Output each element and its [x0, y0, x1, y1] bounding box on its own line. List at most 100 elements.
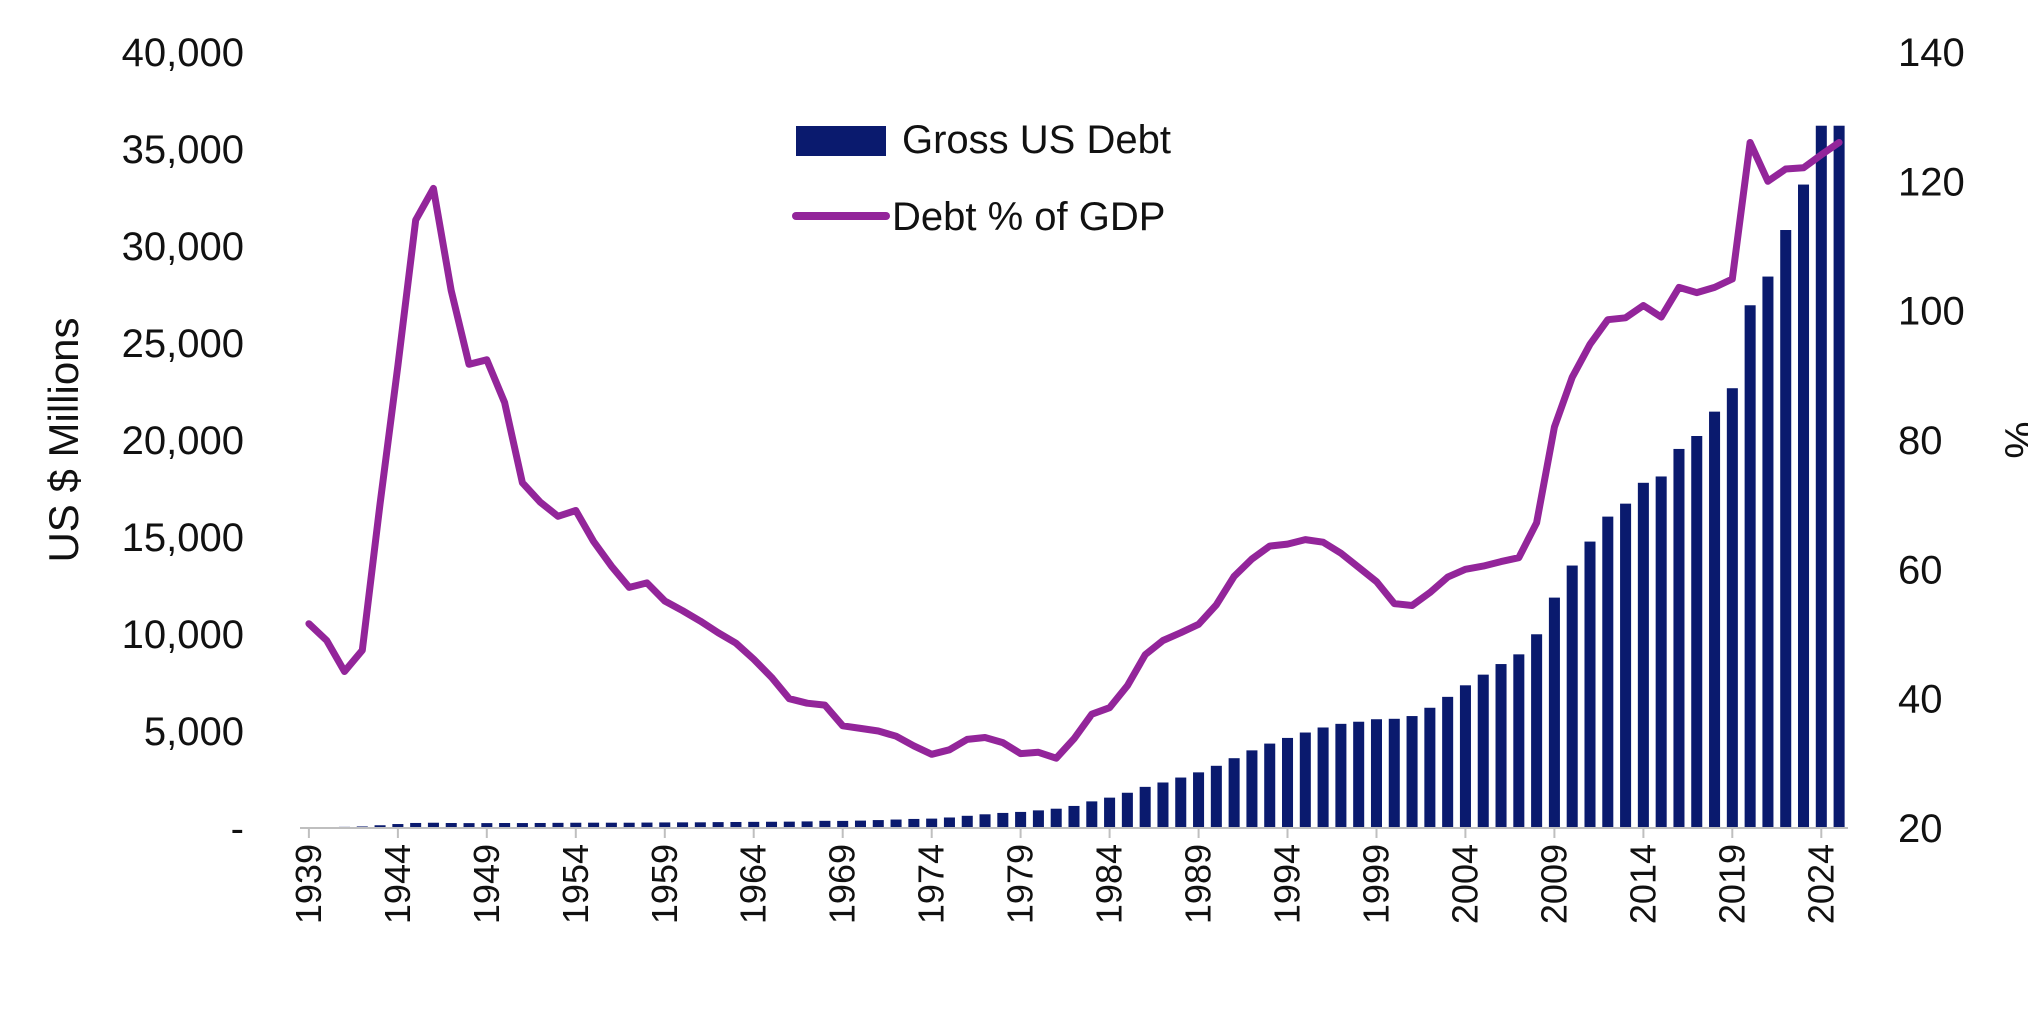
bar-1970	[854, 820, 866, 828]
bar-2008	[1531, 634, 1543, 828]
y-left-tick-label: 35,000	[122, 128, 244, 172]
bar-1944	[392, 824, 404, 828]
bar-1966	[783, 821, 795, 828]
y-left-tick-label: 30,000	[122, 225, 244, 269]
bar-1979	[1015, 811, 1027, 828]
x-tick-label: 2024	[1800, 844, 1841, 924]
bar-1988	[1175, 777, 1187, 828]
bar-1964	[748, 821, 760, 828]
bar-1990	[1210, 765, 1222, 828]
bar-2010	[1566, 565, 1578, 828]
bar-2024	[1815, 125, 1827, 829]
x-tick-label: 2009	[1533, 844, 1574, 924]
legend: Gross US Debt Debt % of GDP	[792, 118, 1171, 239]
x-tick-label: 2014	[1622, 844, 1663, 924]
bar-2021	[1762, 276, 1774, 828]
y-left-tick-label: 15,000	[122, 516, 244, 560]
x-ticks: 1939 1944 1949 1954 1959 1964 1969 1974 1979 1984…	[288, 828, 1841, 924]
bar-1962	[712, 822, 724, 828]
bar-1998	[1353, 721, 1365, 828]
bar-2025	[1833, 125, 1845, 829]
bar-2006	[1495, 664, 1507, 828]
bar-2015	[1655, 476, 1667, 828]
bar-1977	[979, 814, 991, 828]
x-tick-label: 1954	[555, 844, 596, 924]
x-tick-label: 1964	[733, 844, 774, 924]
x-tick-label: 1969	[822, 844, 863, 924]
bar-1956	[605, 822, 617, 828]
y-left-tick-label: 10,000	[122, 613, 244, 657]
bar-1945	[410, 822, 422, 828]
bar-1968	[819, 820, 831, 828]
bar-1963	[730, 821, 742, 828]
bar-1958	[641, 822, 653, 828]
bar-1975	[943, 817, 955, 828]
series-line-debt-pct-gdp	[305, 139, 1843, 762]
bar-2020	[1744, 305, 1756, 828]
y-right-ticks: 20 40 60 80 100 120 140	[1898, 31, 1965, 851]
y-left-tick-label: -	[231, 807, 244, 851]
bar-1954	[570, 822, 582, 828]
y-right-tick-label: 120	[1898, 160, 1965, 204]
x-tick-label: 1979	[1000, 844, 1041, 924]
y-left-tick-label: 5,000	[144, 710, 244, 754]
bar-1994	[1282, 737, 1294, 828]
y-axis-title-right: %	[1996, 421, 2028, 458]
bar-2011	[1584, 541, 1596, 828]
bar-1999	[1370, 719, 1382, 828]
bar-1967	[801, 821, 813, 828]
bar-1989	[1193, 772, 1205, 828]
bar-1997	[1335, 723, 1347, 828]
bar-2009	[1548, 597, 1560, 828]
legend-label-bar: Gross US Debt	[902, 118, 1171, 162]
y-right-tick-label: 140	[1898, 31, 1965, 75]
bar-1980	[1032, 810, 1044, 828]
bar-2018	[1709, 411, 1721, 828]
bar-2019	[1726, 388, 1738, 828]
bar-2004	[1459, 685, 1471, 828]
bar-1991	[1228, 758, 1240, 828]
x-tick-label: 1949	[466, 844, 507, 924]
bar-2003	[1442, 696, 1454, 828]
bar-1953	[552, 822, 564, 828]
bar-1955	[588, 822, 600, 828]
bar-1971	[872, 820, 884, 828]
bar-1993	[1264, 743, 1276, 828]
x-tick-label: 2019	[1711, 844, 1752, 924]
bars-layer	[303, 125, 1845, 829]
bar-1949	[481, 823, 493, 828]
x-tick-label: 1944	[377, 844, 418, 924]
bar-1995	[1299, 732, 1311, 828]
x-tick-label: 1974	[911, 844, 952, 924]
legend-label-line: Debt % of GDP	[892, 195, 1165, 239]
bar-1996	[1317, 727, 1329, 828]
bar-2001	[1406, 716, 1418, 828]
bar-1982	[1068, 805, 1080, 828]
y-left-tick-label: 25,000	[122, 322, 244, 366]
x-tick-label: 1994	[1267, 844, 1308, 924]
bar-1961	[694, 822, 706, 828]
bar-2005	[1477, 674, 1489, 828]
bar-1951	[516, 823, 528, 828]
bar-2016	[1673, 448, 1685, 828]
y-left-ticks: - 5,000 10,000 15,000 20,000 25,000 30,000 35,0…	[122, 31, 244, 851]
bar-1952	[534, 822, 546, 828]
bar-1972	[890, 819, 902, 828]
bar-2007	[1513, 654, 1525, 828]
y-left-tick-label: 40,000	[122, 31, 244, 75]
bar-1969	[837, 820, 849, 828]
bar-1984	[1104, 797, 1116, 828]
bar-2013	[1620, 503, 1632, 828]
bar-1960	[677, 822, 689, 828]
bar-1974	[926, 818, 938, 828]
bar-2002	[1424, 707, 1436, 828]
bar-1976	[961, 815, 973, 828]
x-tick-label: 1989	[1178, 844, 1219, 924]
x-tick-label: 1939	[288, 844, 329, 924]
bar-1950	[499, 823, 511, 828]
bar-2014	[1637, 482, 1649, 828]
bar-1985	[1121, 792, 1133, 828]
legend-swatch-bar	[796, 126, 886, 156]
line-layer	[305, 139, 1843, 762]
